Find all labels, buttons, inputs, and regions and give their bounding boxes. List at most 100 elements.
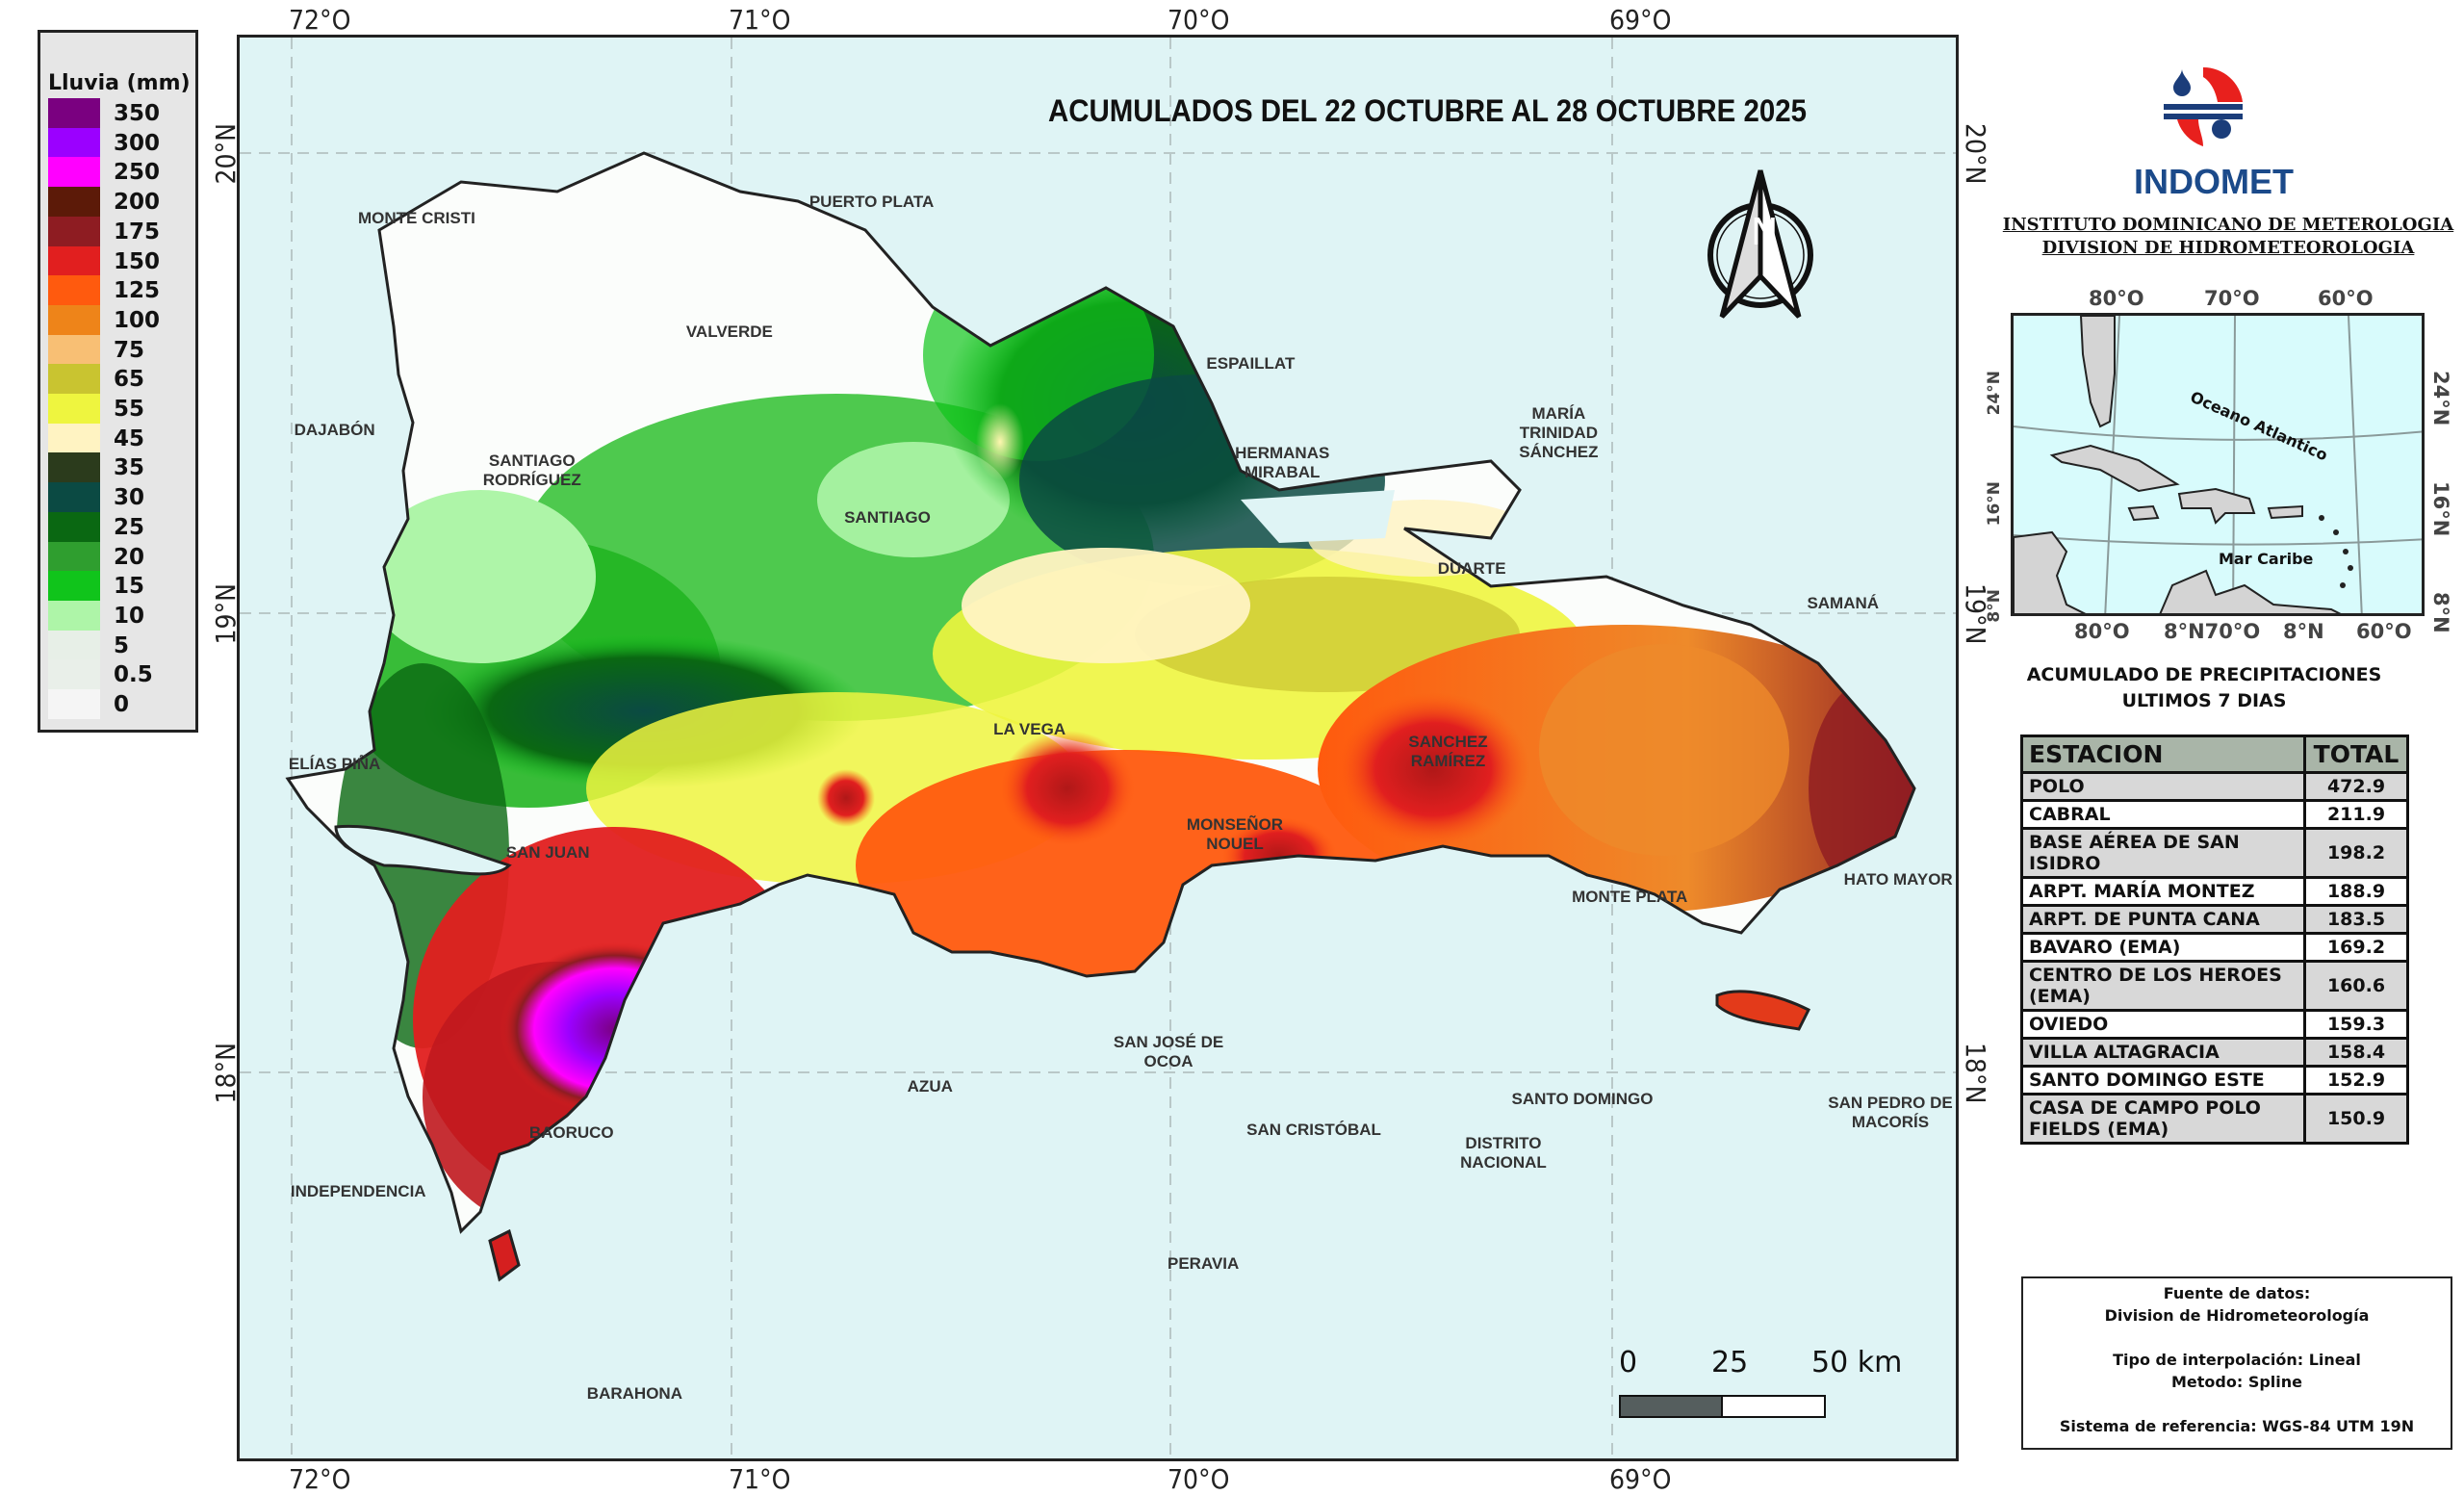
province-label: HERMANAS MIRABAL: [1235, 444, 1330, 482]
legend-item: 20: [48, 541, 192, 574]
station-totals-table: ESTACION TOTAL POLO 472.9 CABRAL 211.9 BASE …: [2020, 735, 2409, 1145]
table-row: CENTRO DE LOS HEROES (EMA) 160.6: [2020, 960, 2409, 1012]
inset-right-16n: 16°N: [2429, 481, 2452, 537]
map-canvas: [240, 38, 1956, 1458]
legend-title: Lluvia (mm): [48, 71, 191, 95]
lon-tick-70-bottom: 70°O: [1168, 1463, 1230, 1495]
scale-0: 0: [1619, 1346, 1638, 1379]
legend-swatch: [48, 127, 100, 158]
inset-bottom-60: 60°O: [2356, 620, 2412, 643]
legend-item: 30: [48, 482, 192, 514]
legend-label: 100: [114, 307, 161, 333]
interpolation-method: Metodo: Spline: [2170, 1373, 2302, 1391]
table-title-line-1: ACUMULADO DE PRECIPITACIONES: [2026, 664, 2382, 685]
legend-label: 0: [114, 692, 130, 717]
brand-name: INDOMET: [2134, 162, 2294, 201]
lon-tick-71: 71°O: [729, 4, 791, 36]
legend-label: 125: [114, 278, 161, 304]
reference-system: Sistema de referencia: WGS-84 UTM 19N: [2059, 1417, 2415, 1435]
inset-left-8n: 8°N: [1985, 589, 2004, 623]
legend-swatch: [48, 630, 100, 660]
province-label: PERAVIA: [1168, 1254, 1240, 1274]
province-label: INDEPENDENCIA: [290, 1181, 426, 1200]
station-total: 188.9: [2303, 876, 2409, 907]
inset-bottom-80: 80°O: [2074, 620, 2130, 643]
north-label: N: [1751, 211, 1779, 253]
legend-label: 175: [114, 219, 161, 245]
legend-item: 125: [48, 275, 192, 307]
lat-tick-18-right: 18°N: [1960, 1043, 1991, 1104]
legend-item: 75: [48, 334, 192, 367]
inset-top-70: 70°O: [2204, 287, 2260, 310]
lon-tick-69-bottom: 69°O: [1609, 1463, 1672, 1495]
province-label: BARAHONA: [586, 1383, 682, 1403]
province-label: SANCHEZ RAMÍREZ: [1408, 733, 1488, 771]
legend-swatch: [48, 689, 100, 719]
province-label: DAJABÓN: [294, 420, 375, 439]
legend-label: 25: [114, 514, 145, 540]
station-total: 152.9: [2303, 1065, 2409, 1095]
province-label: SANTIAGO: [844, 508, 931, 528]
province-label: ELÍAS PIÑA: [288, 755, 381, 774]
indomet-logo-icon: [2164, 66, 2243, 146]
legend-label: 350: [114, 101, 161, 126]
province-label: DUARTE: [1437, 558, 1506, 578]
legend-label: 30: [114, 485, 145, 511]
station-total: 472.9: [2303, 771, 2409, 802]
inset-top-60: 60°O: [2318, 287, 2374, 310]
legend-swatch: [48, 98, 100, 128]
legend-swatch: [48, 394, 100, 424]
station-name: ARPT. MARÍA MONTEZ: [2020, 876, 2306, 907]
legend-item: 5: [48, 630, 192, 662]
legend-item: 200: [48, 187, 192, 219]
province-label: VALVERDE: [685, 322, 773, 341]
legend-item: 350: [48, 98, 192, 130]
legend-swatch: [48, 157, 100, 188]
table-row: BASE AÉREA DE SAN ISIDRO 198.2: [2020, 827, 2409, 879]
institute-name: INSTITUTO DOMINICANO DE METEROLOGIA DIVI…: [1992, 214, 2464, 260]
inset-bottom-70: 8°N70°O: [2164, 620, 2261, 643]
rainfall-map[interactable]: ACUMULADOS DEL 22 OCTUBRE AL 28 OCTUBRE …: [237, 35, 1959, 1461]
institute-line-2: DIVISION DE HIDROMETEOROLOGIA: [2041, 238, 2415, 258]
lon-tick-72-bottom: 72°O: [289, 1463, 351, 1495]
station-name: CASA DE CAMPO POLO FIELDS (EMA): [2020, 1093, 2306, 1145]
sea-label: Mar Caribe: [2219, 550, 2314, 568]
table-row: VILLA ALTAGRACIA 158.4: [2020, 1037, 2409, 1068]
legend-swatch: [48, 364, 100, 395]
station-total: 160.6: [2303, 960, 2409, 1012]
province-label: MARÍA TRINIDAD SÁNCHEZ: [1519, 404, 1599, 462]
inset-right-8n: 8°N: [2429, 592, 2452, 633]
legend-item: 35: [48, 452, 192, 484]
province-label: ESPAILLAT: [1206, 353, 1296, 373]
legend-item: 15: [48, 571, 192, 603]
province-label: LA VEGA: [993, 720, 1066, 739]
legend-item: 55: [48, 394, 192, 425]
legend-label: 55: [114, 397, 145, 422]
inset-left-24n: 24°N: [1985, 371, 2004, 416]
source-label: Fuente de datos:: [2163, 1284, 2311, 1302]
inset-bottom-8n: 8°N: [2283, 620, 2324, 643]
table-row: CABRAL 211.9: [2020, 799, 2409, 830]
legend-label: 200: [114, 190, 161, 216]
station-name: CENTRO DE LOS HEROES (EMA): [2020, 960, 2306, 1012]
legend-label: 10: [114, 603, 145, 629]
station-name: OVIEDO: [2020, 1009, 2306, 1040]
legend-swatch: [48, 659, 100, 690]
legend-label: 35: [114, 455, 145, 481]
legend-label: 20: [114, 544, 145, 570]
legend-item: 10: [48, 600, 192, 632]
station-name: POLO: [2020, 771, 2306, 802]
station-name: SANTO DOMINGO ESTE: [2020, 1065, 2306, 1095]
station-total: 169.2: [2303, 932, 2409, 963]
province-label: SAN PEDRO DE MACORÍS: [1828, 1093, 1953, 1131]
legend-item: 100: [48, 304, 192, 337]
station-total: 183.5: [2303, 904, 2409, 935]
table-row: POLO 472.9: [2020, 771, 2409, 802]
legend-item: 45: [48, 423, 192, 455]
scale-25: 25: [1711, 1346, 1749, 1379]
province-label: MONTE CRISTI: [358, 208, 475, 227]
station-total: 150.9: [2303, 1093, 2409, 1145]
legend-swatch: [48, 304, 100, 335]
legend-swatch: [48, 245, 100, 276]
station-total: 158.4: [2303, 1037, 2409, 1068]
